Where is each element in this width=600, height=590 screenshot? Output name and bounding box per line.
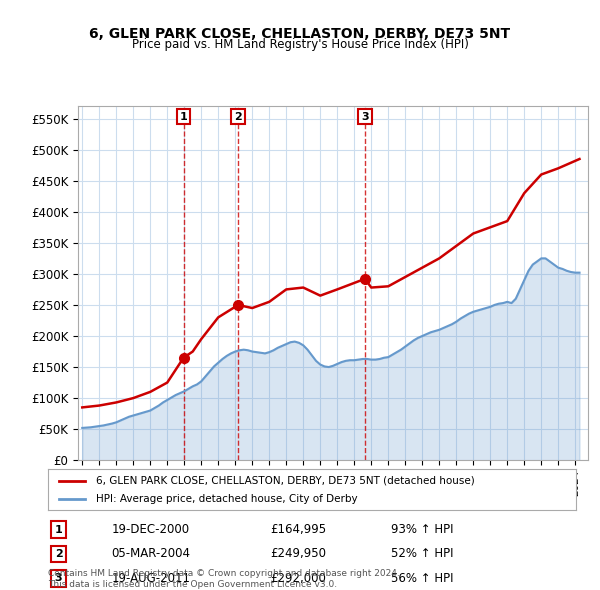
- Text: 3: 3: [361, 112, 369, 122]
- Text: 93% ↑ HPI: 93% ↑ HPI: [391, 523, 454, 536]
- Text: 3: 3: [55, 573, 62, 583]
- Text: 6, GLEN PARK CLOSE, CHELLASTON, DERBY, DE73 5NT (detached house): 6, GLEN PARK CLOSE, CHELLASTON, DERBY, D…: [95, 476, 474, 486]
- Text: 05-MAR-2004: 05-MAR-2004: [112, 548, 190, 560]
- Text: 19-AUG-2011: 19-AUG-2011: [112, 572, 190, 585]
- Text: £292,000: £292,000: [270, 572, 326, 585]
- Text: 19-DEC-2000: 19-DEC-2000: [112, 523, 190, 536]
- Text: Contains HM Land Registry data © Crown copyright and database right 2024.
This d: Contains HM Land Registry data © Crown c…: [48, 569, 400, 589]
- Text: 2: 2: [55, 549, 62, 559]
- Text: 1: 1: [179, 112, 187, 122]
- Text: 2: 2: [234, 112, 242, 122]
- Text: HPI: Average price, detached house, City of Derby: HPI: Average price, detached house, City…: [95, 494, 357, 504]
- Text: 52% ↑ HPI: 52% ↑ HPI: [391, 548, 454, 560]
- Text: 1: 1: [55, 525, 62, 535]
- Text: 6, GLEN PARK CLOSE, CHELLASTON, DERBY, DE73 5NT: 6, GLEN PARK CLOSE, CHELLASTON, DERBY, D…: [89, 27, 511, 41]
- Text: £249,950: £249,950: [270, 548, 326, 560]
- Text: Price paid vs. HM Land Registry's House Price Index (HPI): Price paid vs. HM Land Registry's House …: [131, 38, 469, 51]
- Text: £164,995: £164,995: [270, 523, 326, 536]
- Text: 56% ↑ HPI: 56% ↑ HPI: [391, 572, 454, 585]
